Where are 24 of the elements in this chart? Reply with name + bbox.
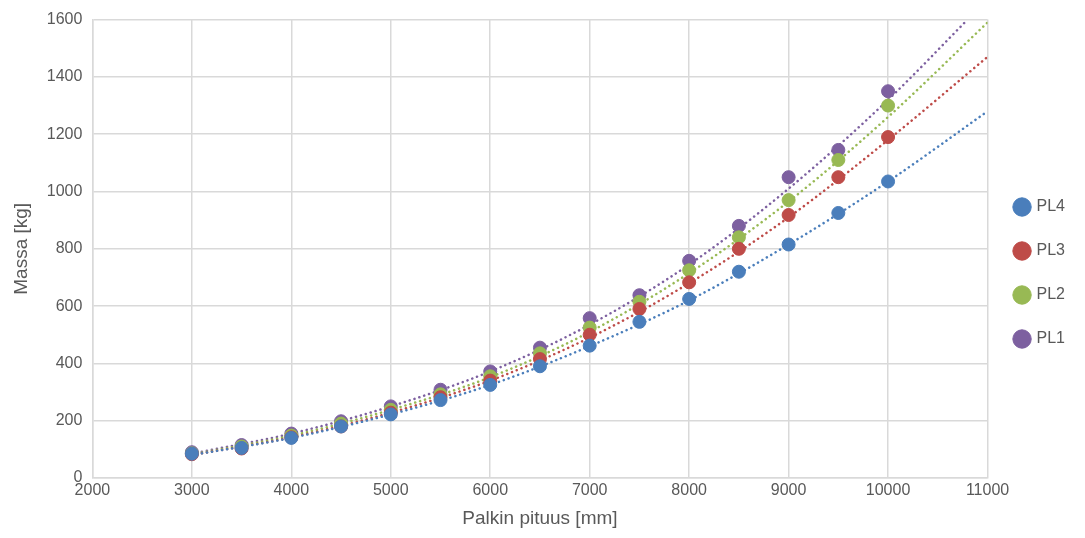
legend-label: PL2 <box>1036 285 1066 303</box>
y-tick-label: 200 <box>55 411 83 429</box>
x-tick-label: 4000 <box>273 481 310 499</box>
x-tick-label: 3000 <box>174 481 210 499</box>
y-tick-label: 800 <box>55 239 83 257</box>
x-tick-label: 7000 <box>571 481 608 499</box>
x-tick-label: 8000 <box>671 481 708 499</box>
y-tick-label: 1600 <box>46 10 83 28</box>
x-tick-label: 2000 <box>74 481 111 499</box>
x-axis-title: Palkin pituus [mm] <box>462 506 618 528</box>
y-tick-label: 400 <box>55 353 83 371</box>
y-tick-label: 600 <box>55 296 83 314</box>
x-tick-label: 6000 <box>472 481 509 499</box>
legend-label: PL4 <box>1036 197 1066 215</box>
x-tick-label: 11000 <box>965 481 1010 499</box>
legend-label: PL3 <box>1036 241 1066 259</box>
x-tick-label: 9000 <box>770 481 807 499</box>
y-axis-title: Massa [kg] <box>9 202 31 295</box>
legend-label: PL1 <box>1036 329 1066 347</box>
x-tick-label: 10000 <box>865 481 911 499</box>
x-tick-label: 5000 <box>372 481 409 499</box>
y-tick-label: 1200 <box>46 124 83 142</box>
y-tick-label: 1000 <box>46 181 83 199</box>
y-tick-label: 1400 <box>46 67 83 85</box>
